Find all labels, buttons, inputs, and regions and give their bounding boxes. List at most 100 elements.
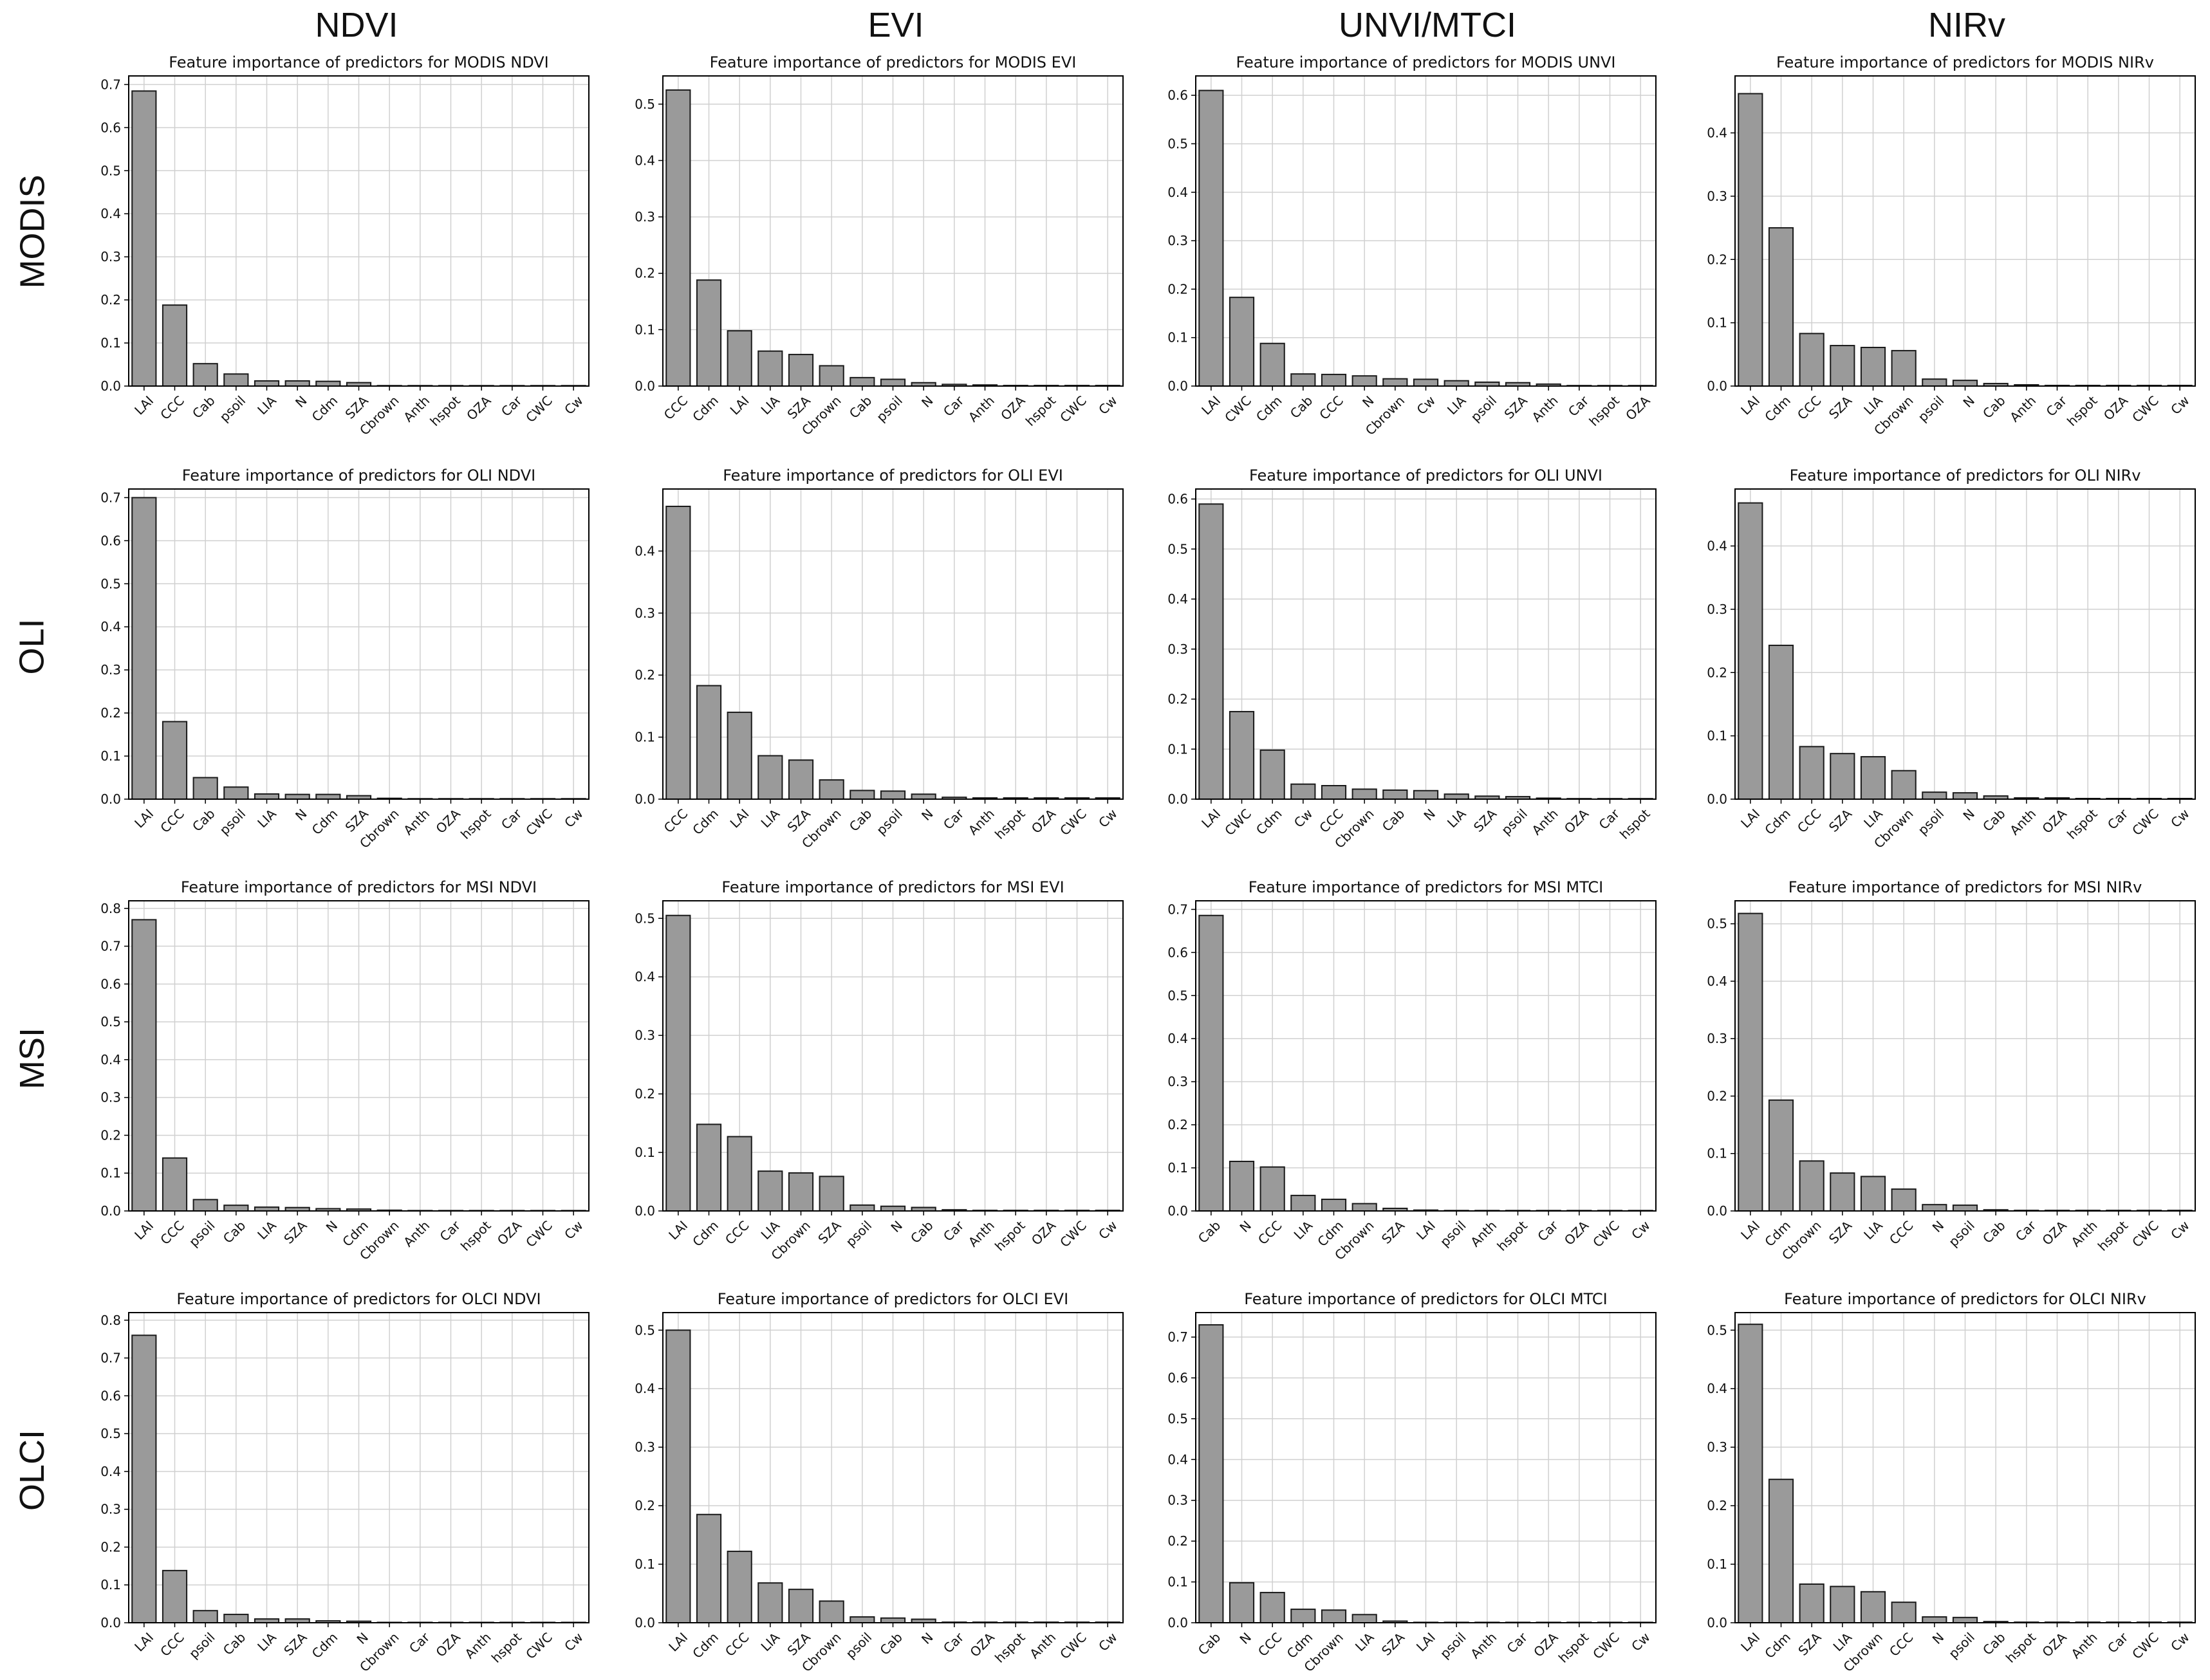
x-tick-label: LIA bbox=[254, 392, 279, 418]
x-tick-label: psoil bbox=[873, 806, 905, 838]
chart-title: Feature importance of predictors for OLC… bbox=[176, 1290, 541, 1308]
y-tick-label: 0.1 bbox=[1707, 728, 1727, 744]
x-tick-label: LIA bbox=[1861, 1217, 1886, 1242]
x-tick-label: LAI bbox=[1198, 392, 1223, 418]
y-tick-label: 0.2 bbox=[1167, 281, 1188, 297]
x-tick-label: Anth bbox=[400, 392, 432, 425]
x-tick-label: OZA bbox=[2101, 392, 2131, 423]
x-tick-label: CCC bbox=[157, 806, 187, 836]
bar-SZA bbox=[819, 1176, 844, 1212]
x-tick-label: SZA bbox=[281, 1629, 310, 1659]
x-tick-label: Anth bbox=[965, 806, 998, 838]
x-tick-label: CCC bbox=[157, 1217, 187, 1248]
bar-Cab bbox=[1290, 373, 1316, 387]
y-tick-label: 0.0 bbox=[1167, 1615, 1188, 1630]
x-tick-label: N bbox=[353, 1629, 371, 1647]
x-tick-label: Cw bbox=[1095, 1629, 1120, 1654]
bar-LAI bbox=[727, 712, 752, 800]
x-tick-label: CWC bbox=[1057, 1629, 1090, 1662]
y-tick-label: 0.1 bbox=[1707, 315, 1727, 331]
y-tick-label: 0.1 bbox=[1707, 1146, 1727, 1161]
bar-psoil bbox=[880, 790, 906, 800]
y-tick-label: 0.4 bbox=[635, 152, 655, 168]
x-tick-label: psoil bbox=[1437, 1217, 1469, 1250]
bar-SZA bbox=[1830, 753, 1855, 800]
x-tick-label: Anth bbox=[1026, 1629, 1059, 1661]
bar-N bbox=[284, 793, 310, 800]
y-tick-label: 0.5 bbox=[100, 1426, 121, 1441]
y-tick-label: 0.2 bbox=[1167, 1117, 1188, 1132]
bar-Cab bbox=[223, 1614, 249, 1624]
y-tick-label: 0.0 bbox=[635, 378, 655, 394]
bar-N bbox=[1413, 789, 1439, 800]
bar-psoil bbox=[1952, 1616, 1978, 1624]
x-tick-label: LAI bbox=[1413, 1217, 1438, 1242]
y-tick-label: 0.0 bbox=[100, 1615, 121, 1630]
bar-CCC bbox=[1259, 1166, 1285, 1212]
x-tick-label: Anth bbox=[400, 1217, 432, 1250]
y-tick-label: 0.5 bbox=[1167, 136, 1188, 151]
bar-CCC bbox=[1321, 373, 1347, 387]
y-tick-label: 0.4 bbox=[1167, 185, 1188, 200]
x-tick-label: psoil bbox=[216, 392, 248, 425]
x-tick-label: LIA bbox=[758, 1217, 783, 1242]
x-tick-label: SZA bbox=[1379, 1629, 1408, 1659]
y-tick-label: 0.2 bbox=[1707, 252, 1727, 267]
x-tick-label: Cw bbox=[1095, 1217, 1120, 1242]
y-tick-label: 0.3 bbox=[635, 1028, 655, 1043]
chart-title: Feature importance of predictors for OLC… bbox=[1244, 1290, 1608, 1308]
x-tick-label: Car bbox=[940, 1629, 967, 1656]
y-tick-label: 0.0 bbox=[100, 791, 121, 807]
x-tick-label: OZA bbox=[432, 1629, 463, 1660]
bar-SZA bbox=[788, 1589, 814, 1624]
x-tick-label: N bbox=[1236, 1629, 1254, 1647]
y-tick-label: 0.3 bbox=[1167, 1074, 1188, 1089]
x-tick-label: hspot bbox=[1494, 1217, 1530, 1254]
x-tick-label: CCC bbox=[1255, 1217, 1285, 1248]
x-tick-label: Anth bbox=[965, 1217, 998, 1250]
y-tick-label: 0.1 bbox=[1167, 1574, 1188, 1590]
bar-LAI bbox=[1738, 502, 1763, 800]
x-tick-label: Anth bbox=[2068, 1217, 2100, 1250]
bar-Cdm bbox=[696, 1123, 722, 1212]
x-tick-label: hspot bbox=[2003, 1629, 2039, 1666]
x-tick-label: Cdm bbox=[689, 392, 721, 425]
x-tick-label: Car bbox=[498, 806, 525, 833]
y-tick-label: 0.3 bbox=[1167, 1493, 1188, 1508]
y-tick-label: 0.3 bbox=[1167, 642, 1188, 657]
x-tick-label: Anth bbox=[400, 806, 432, 838]
x-tick-label: hspot bbox=[1023, 392, 1059, 429]
x-tick-label: CCC bbox=[722, 1217, 752, 1248]
bar-Cab bbox=[1382, 789, 1408, 800]
y-tick-label: 0.4 bbox=[1707, 1381, 1727, 1396]
bar-LIA bbox=[254, 793, 280, 800]
x-tick-label: N bbox=[918, 392, 936, 411]
bar-psoil bbox=[192, 1610, 218, 1623]
y-tick-label: 0.0 bbox=[100, 378, 121, 394]
x-tick-label: CWC bbox=[2129, 1629, 2162, 1662]
x-tick-label: CCC bbox=[157, 1629, 187, 1659]
bar-LIA bbox=[1351, 1614, 1377, 1623]
x-tick-label: hspot bbox=[2064, 806, 2101, 842]
bar-Cdm bbox=[1768, 227, 1794, 387]
y-tick-label: 0.7 bbox=[100, 77, 121, 92]
bar-Cdm bbox=[1290, 1609, 1316, 1623]
bar-Cab bbox=[1198, 1324, 1224, 1624]
bar-Cw bbox=[1290, 783, 1316, 800]
bar-Cdm bbox=[1321, 1198, 1347, 1212]
x-tick-label: Cab bbox=[1195, 1629, 1223, 1657]
bar-Cdm bbox=[696, 685, 722, 800]
x-tick-label: Cw bbox=[561, 392, 586, 417]
y-tick-label: 0.3 bbox=[1707, 602, 1727, 617]
chart-panel: Feature importance of predictors for MOD… bbox=[1707, 53, 2196, 438]
x-tick-label: OZA bbox=[2039, 1217, 2070, 1248]
x-tick-label: OZA bbox=[1561, 1217, 1592, 1248]
chart-title: Feature importance of predictors for OLC… bbox=[718, 1290, 1068, 1308]
bar-LAI bbox=[665, 1329, 691, 1623]
y-tick-label: 0.6 bbox=[1167, 1370, 1188, 1385]
y-tick-label: 0.2 bbox=[100, 292, 121, 308]
x-tick-label: hspot bbox=[458, 1217, 494, 1254]
y-tick-label: 0.1 bbox=[1167, 1160, 1188, 1176]
y-tick-label: 0.3 bbox=[1707, 1031, 1727, 1046]
y-tick-label: 0.1 bbox=[1707, 1556, 1727, 1572]
